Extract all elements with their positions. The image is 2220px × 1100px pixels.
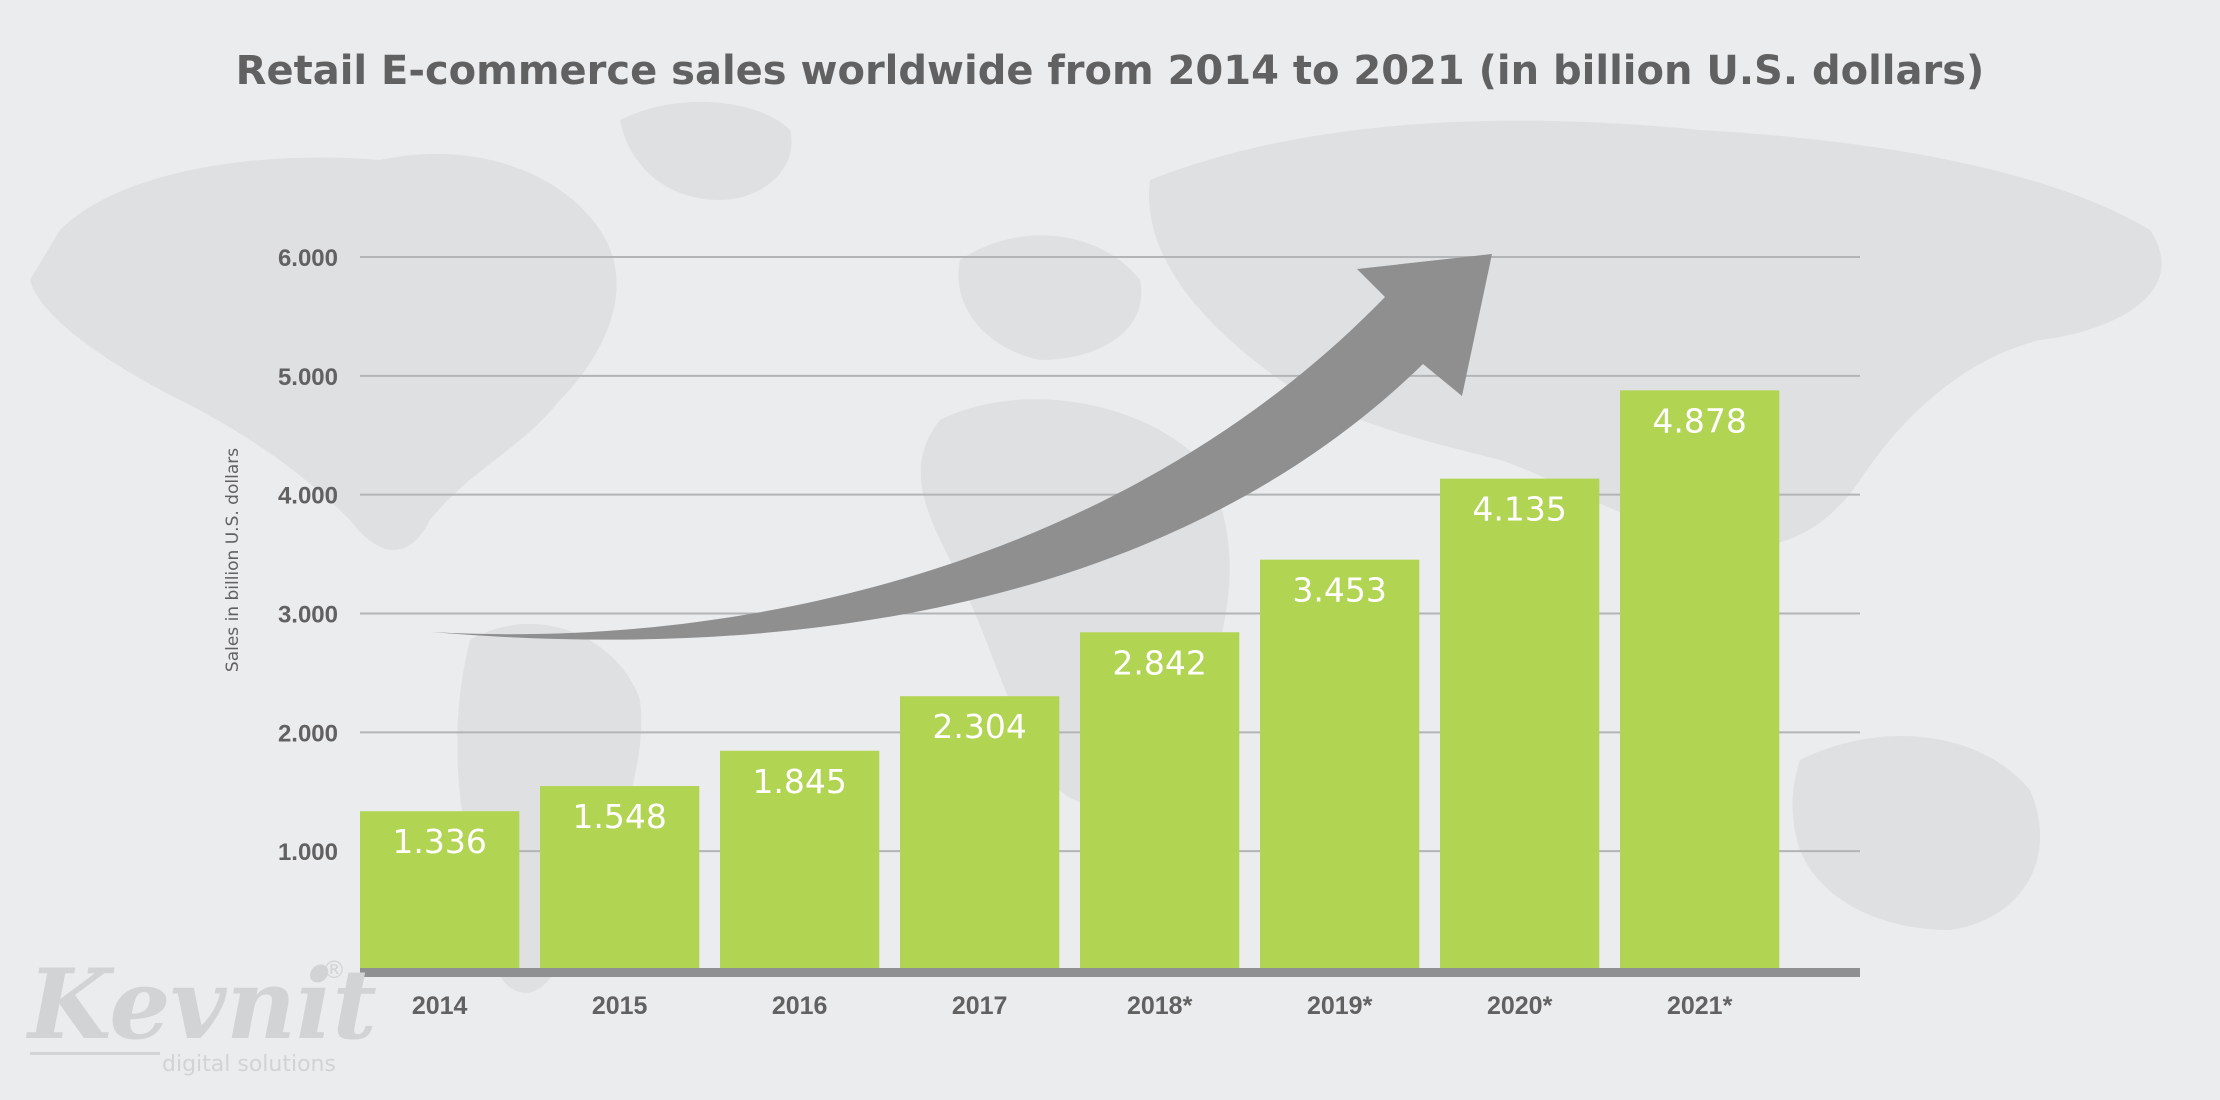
y-axis-label: Sales in billion U.S. dollars <box>223 448 243 672</box>
data-label: 2.304 <box>932 707 1026 746</box>
bar <box>720 750 880 970</box>
x-tick-labels: 2014 2015 2016 2017 2018* 2019* 2020* 2021* <box>412 992 1733 1020</box>
y-tick-labels: 1.000 2.000 3.000 4.000 5.000 6.000 <box>278 245 338 866</box>
x-tick-label: 2019* <box>1307 992 1373 1020</box>
y-tick-label: 3.000 <box>278 602 338 629</box>
data-label: 4.135 <box>1472 490 1566 529</box>
y-tick-label: 6.000 <box>278 245 338 272</box>
x-tick-label: 2021* <box>1667 992 1733 1020</box>
bar <box>1080 632 1240 970</box>
x-tick-label: 2020* <box>1487 992 1553 1020</box>
x-tick-label: 2016 <box>772 992 828 1020</box>
data-label: 1.845 <box>752 762 846 801</box>
x-tick-label: 2018* <box>1127 992 1193 1020</box>
registered-mark: ® <box>322 956 346 984</box>
data-label: 1.336 <box>392 822 486 861</box>
bar <box>360 811 520 970</box>
data-label: 1.548 <box>572 797 666 836</box>
logo-text: Kevnit <box>25 948 377 1061</box>
bars <box>360 390 1780 970</box>
bar <box>1440 478 1600 970</box>
data-label: 2.842 <box>1112 643 1206 682</box>
bar <box>1260 559 1420 970</box>
x-tick-label: 2015 <box>592 992 648 1020</box>
data-label: 3.453 <box>1292 571 1386 610</box>
logo-tagline: digital solutions <box>162 1052 336 1077</box>
world-map-background <box>30 101 2162 993</box>
y-tick-label: 4.000 <box>278 483 338 510</box>
kevnit-logo: Kevnit ® digital solutions <box>25 948 377 1077</box>
x-axis-line <box>360 968 1860 977</box>
trend-arrow-icon <box>432 254 1492 640</box>
y-tick-label: 5.000 <box>278 364 338 391</box>
logo-underline <box>30 1052 160 1055</box>
x-tick-label: 2017 <box>952 992 1008 1020</box>
bar <box>540 786 700 970</box>
value-labels: 1.336 1.548 1.845 2.304 2.842 3.453 4.135 4.878 <box>392 401 1746 861</box>
bar <box>1620 390 1780 970</box>
y-tick-label: 1.000 <box>278 839 338 866</box>
x-tick-label: 2014 <box>412 992 468 1020</box>
y-tick-label: 2.000 <box>278 720 338 747</box>
bar <box>900 696 1060 970</box>
chart-title: Retail E-commerce sales worldwide from 2… <box>236 48 1985 94</box>
data-label: 4.878 <box>1652 401 1746 440</box>
